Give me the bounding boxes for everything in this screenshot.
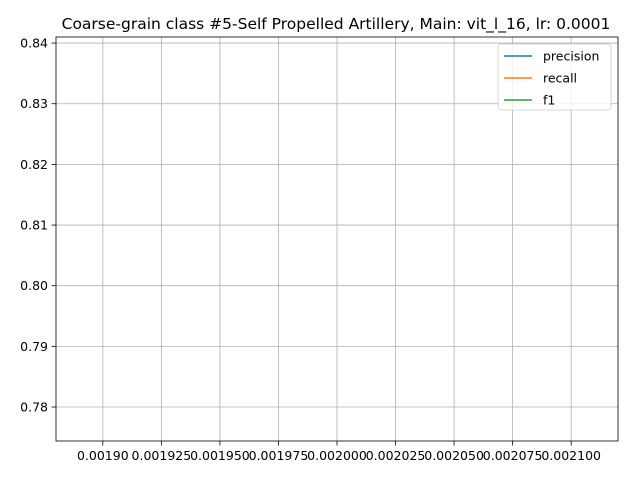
legend-label-recall: recall xyxy=(543,71,577,86)
y-tick-label: 0.80 xyxy=(20,278,48,293)
x-tick-label: 0.001950 xyxy=(190,448,250,463)
x-tick-label: 0.002050 xyxy=(424,448,484,463)
legend-label-f1: f1 xyxy=(543,93,555,108)
y-tick-label: 0.81 xyxy=(20,218,48,233)
x-tick-label: 0.002025 xyxy=(366,448,426,463)
x-tick-label: 0.002100 xyxy=(541,448,601,463)
y-axis-ticks: 0.78 0.79 0.80 0.81 0.82 0.83 0.84 xyxy=(20,36,56,415)
x-tick-label: 0.002000 xyxy=(307,448,367,463)
x-tick-label: 0.00190 xyxy=(77,448,129,463)
x-tick-label: 0.001975 xyxy=(249,448,309,463)
y-tick-label: 0.78 xyxy=(20,400,48,415)
y-tick-label: 0.84 xyxy=(20,36,48,51)
legend: precision recall f1 xyxy=(497,43,612,111)
x-tick-label: 0.002075 xyxy=(483,448,543,463)
y-tick-label: 0.79 xyxy=(20,339,48,354)
legend-label-precision: precision xyxy=(543,49,599,64)
y-tick-label: 0.83 xyxy=(20,96,48,111)
y-tick-label: 0.82 xyxy=(20,157,48,172)
legend-box xyxy=(497,43,612,111)
chart-title: Coarse-grain class #5-Self Propelled Art… xyxy=(62,15,611,34)
grid-lines xyxy=(56,37,618,441)
x-tick-label: 0.001925 xyxy=(132,448,192,463)
x-axis-ticks: 0.00190 0.0019250.0019500.0019750.0020000… xyxy=(77,441,601,463)
